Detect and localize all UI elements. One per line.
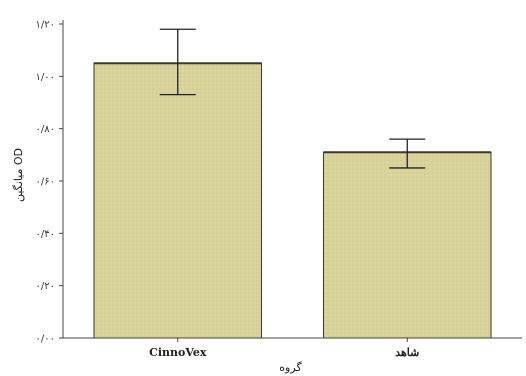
x-tick-label: CinnoVex bbox=[149, 346, 207, 359]
bar bbox=[93, 62, 263, 339]
y-tick-label: ۰/۰۰ bbox=[36, 334, 55, 345]
x-tick-label: شاهد bbox=[395, 346, 419, 359]
error-bars bbox=[159, 28, 426, 169]
y-tick-label: ۱/۰۰ bbox=[36, 72, 55, 83]
y-tick-label: ۱/۲۰ bbox=[36, 20, 55, 31]
bar bbox=[322, 151, 492, 339]
y-tick-label: ۰/۸۰ bbox=[36, 124, 55, 135]
y-tick-label: ۰/۲۰ bbox=[36, 281, 55, 292]
bars bbox=[93, 62, 492, 339]
y-tick-label: ۰/۴۰ bbox=[36, 229, 55, 240]
x-axis-ticks: CinnoVex شاهد bbox=[149, 338, 419, 359]
y-axis-ticks: ۰/۰۰ ۰/۲۰ ۰/۴۰ ۰/۶۰ ۰/۸۰ ۱/۰۰ ۱/۲۰ bbox=[36, 20, 63, 345]
x-axis-title: گروه bbox=[279, 361, 302, 374]
y-tick-label: ۰/۶۰ bbox=[36, 177, 55, 188]
y-axis-title: میانگین OD bbox=[12, 148, 25, 202]
